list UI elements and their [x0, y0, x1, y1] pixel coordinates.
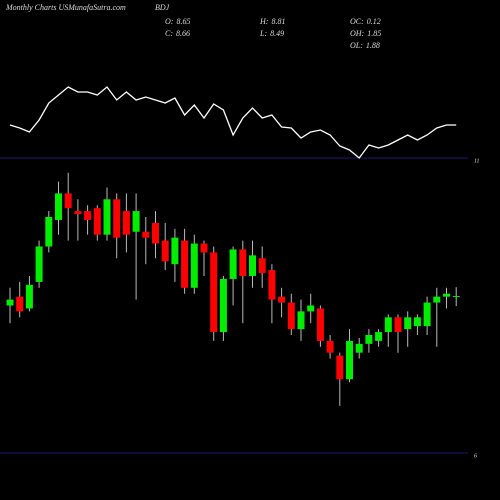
candle-body [103, 199, 111, 235]
candle-body [142, 231, 150, 238]
stat-value: 1.85 [367, 29, 381, 38]
stat-value: 0.12 [367, 17, 381, 26]
candle-body [413, 317, 421, 327]
stat: L: 8.49 [259, 29, 284, 38]
candle-body [64, 193, 72, 209]
stat-value: 8.81 [271, 17, 285, 26]
stat-label: H: [259, 17, 269, 26]
candle-body [278, 296, 286, 303]
stat: OL: 1.88 [350, 41, 380, 50]
candle-body [200, 243, 208, 253]
candle-body [190, 243, 198, 288]
candle-body [336, 355, 344, 380]
candle-body [452, 296, 460, 298]
y-tick-label: 11 [474, 158, 480, 164]
candle-body [355, 343, 363, 353]
candle-body [375, 332, 383, 341]
candle-body [132, 211, 140, 232]
candle-body [229, 249, 237, 279]
candle-body [6, 299, 14, 306]
stat: OH: 1.85 [350, 29, 381, 38]
y-tick-label: 6 [474, 453, 477, 459]
stat: OC: 0.12 [350, 17, 381, 26]
candle-body [152, 222, 159, 244]
candle-body [113, 199, 121, 238]
stat-value: 8.49 [270, 29, 284, 38]
candle-body [307, 305, 315, 312]
candle-body [16, 296, 24, 312]
candle-body [433, 296, 441, 303]
stat-label: C: [165, 29, 173, 38]
stat-value: 8.66 [176, 29, 190, 38]
candle-body [258, 258, 266, 274]
candle-body [55, 193, 62, 220]
candle-body [287, 302, 295, 330]
stat: C: 8.66 [165, 29, 190, 38]
candle-body [122, 211, 130, 235]
candle-body [297, 311, 305, 330]
candle-body [239, 249, 247, 276]
stat: O: 8.65 [165, 17, 190, 26]
stat-label: L: [259, 29, 267, 38]
candle-body [161, 240, 169, 262]
stat-label: OH: [350, 29, 365, 38]
candle-body [268, 270, 276, 300]
candle-body [35, 246, 43, 282]
candle-body [210, 252, 218, 333]
candle-body [316, 308, 324, 341]
stat-label: OC: [350, 17, 364, 26]
candle-body [74, 211, 82, 215]
stat-label: OL: [350, 41, 363, 50]
candle-body [181, 240, 189, 288]
candle-body [171, 237, 179, 265]
candle-body [219, 278, 227, 333]
candle-body [423, 302, 431, 327]
candle-body [45, 217, 53, 247]
chart-title: Monthly Charts USMunafaSutra.com [5, 3, 126, 12]
candle-body [249, 255, 256, 276]
candle-body [365, 335, 373, 344]
candle-body [346, 340, 353, 380]
symbol: BDJ [155, 3, 170, 12]
candle-body [384, 317, 392, 333]
stat: H: 8.81 [259, 17, 285, 26]
stat-value: 8.65 [176, 17, 190, 26]
candle-body [84, 211, 92, 220]
candle-body [394, 317, 402, 333]
candle-body [404, 317, 412, 330]
candle-body [326, 340, 334, 353]
stat-label: O: [165, 17, 174, 26]
candle-body [25, 284, 33, 309]
stat-value: 1.88 [366, 41, 380, 50]
candle-body [443, 293, 450, 297]
indicator-line [9, 86, 457, 159]
candle-body [93, 208, 101, 235]
